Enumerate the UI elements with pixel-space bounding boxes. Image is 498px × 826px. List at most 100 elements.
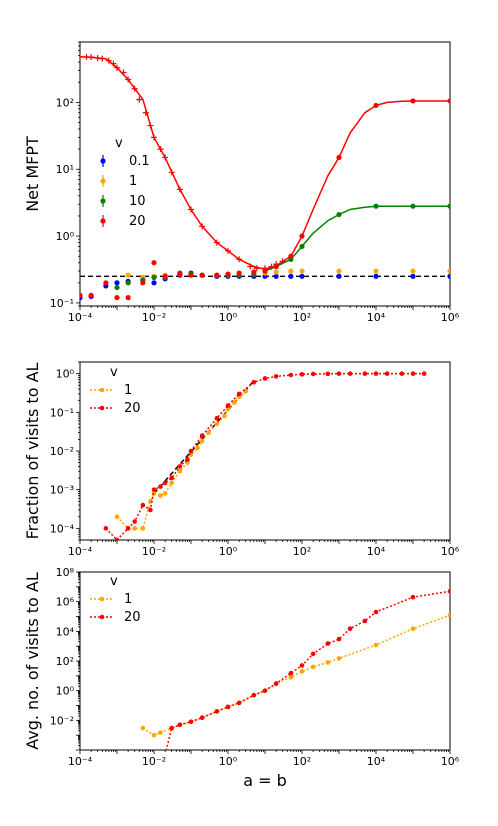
data-point xyxy=(162,480,168,486)
x-tick-label: 10⁻⁴ xyxy=(68,755,93,768)
plot-frame xyxy=(79,361,451,541)
x-tick-label: 10⁴ xyxy=(367,311,386,324)
data-point xyxy=(236,700,242,706)
data-point xyxy=(136,96,143,103)
data-point xyxy=(99,55,106,62)
data-point xyxy=(336,273,342,279)
x-tick-label: 10⁶ xyxy=(441,311,460,324)
data-point xyxy=(288,670,294,676)
data-point xyxy=(177,468,183,474)
y-axis-label: Net MFPT xyxy=(23,136,42,212)
x-tick-label: 10⁻² xyxy=(142,311,166,324)
data-point xyxy=(125,526,131,531)
data-point xyxy=(268,263,275,270)
fit-curve-1 xyxy=(264,205,450,272)
data-point xyxy=(247,263,254,270)
legend-title: v xyxy=(115,136,123,151)
data-point xyxy=(169,475,174,481)
data-point xyxy=(273,374,279,379)
data-point xyxy=(399,371,405,376)
series-1 xyxy=(140,613,450,738)
data-point xyxy=(125,280,131,286)
data-point xyxy=(103,280,109,286)
x-tick-label: 10² xyxy=(293,545,311,558)
data-point xyxy=(384,371,390,376)
data-point xyxy=(214,421,220,427)
data-point xyxy=(151,487,157,492)
y-tick-label: 10² xyxy=(56,96,74,109)
y-tick-label: 10² xyxy=(56,655,74,668)
data-point xyxy=(299,372,305,377)
y-tick-label: 10⁻³ xyxy=(50,484,74,497)
data-point xyxy=(185,457,190,462)
data-point xyxy=(347,626,353,632)
data-point xyxy=(103,526,109,531)
data-point xyxy=(336,371,342,376)
legend-title: v xyxy=(110,574,118,589)
data-point xyxy=(299,669,305,674)
data-point xyxy=(110,60,117,67)
data-point xyxy=(157,146,164,153)
legend-label: 10 xyxy=(129,194,146,209)
x-tick-label: 10⁻⁴ xyxy=(68,545,93,558)
data-point xyxy=(273,273,279,279)
x-tick-label: 10⁰ xyxy=(219,311,238,324)
data-point xyxy=(148,507,153,513)
legend-marker xyxy=(99,596,105,602)
data-point xyxy=(158,484,163,489)
data-point xyxy=(273,269,279,275)
data-point xyxy=(447,273,450,279)
x-tick-label: 10⁴ xyxy=(367,545,386,558)
data-point xyxy=(151,260,157,266)
y-tick-label: 10⁶ xyxy=(56,596,75,609)
data-point xyxy=(114,537,120,540)
data-point xyxy=(236,256,243,263)
data-point xyxy=(214,709,220,714)
y-tick-label: 10⁰ xyxy=(56,230,75,243)
data-point xyxy=(336,154,342,161)
x-axis-label: a = b xyxy=(243,771,287,790)
legend: v1 20 xyxy=(90,574,141,625)
data-point xyxy=(199,715,205,721)
y-tick-label: 10⁻² xyxy=(50,714,74,727)
data-point xyxy=(288,372,294,378)
x-tick-label: 10⁻⁴ xyxy=(68,311,93,324)
data-point xyxy=(162,273,168,279)
legend-label: 1 xyxy=(124,383,132,398)
panel-fraction-visits: 10⁻⁴ 10⁻² 10⁰ 10² 10⁴ 10⁶ 10⁻⁴ 10⁻³ 10⁻² 10⁻¹ 10⁰ F… xyxy=(23,361,460,558)
legend-label: 1 xyxy=(124,592,132,607)
data-point xyxy=(373,203,379,209)
data-point xyxy=(373,268,379,274)
data-point xyxy=(232,400,237,405)
data-point xyxy=(373,273,379,279)
data-point xyxy=(325,641,331,646)
data-point xyxy=(188,206,194,213)
data-point xyxy=(373,609,379,615)
data-point xyxy=(140,526,146,531)
data-point xyxy=(447,203,450,209)
x-tick-label: 10² xyxy=(293,755,311,768)
y-axis-label: Fraction of visits to AL xyxy=(23,362,42,539)
fit-curve-0 xyxy=(80,56,450,270)
data-point xyxy=(310,651,316,657)
data-point xyxy=(114,514,120,520)
data-point xyxy=(168,169,175,176)
y-axis-label: Avg. no. of visits to AL xyxy=(23,572,42,750)
data-point xyxy=(336,268,342,274)
data-point xyxy=(140,725,146,731)
data-point xyxy=(410,203,416,209)
data-point xyxy=(347,371,353,376)
plot-area xyxy=(103,371,427,540)
legend-label: 0.1 xyxy=(129,154,150,169)
series-1 xyxy=(125,268,450,281)
series-line xyxy=(142,614,450,737)
data-point xyxy=(410,626,416,632)
data-point xyxy=(236,391,242,397)
data-point xyxy=(288,273,294,279)
y-tick-label: 10⁻¹ xyxy=(50,406,74,419)
x-tick-label: 10⁻² xyxy=(142,545,166,558)
data-point xyxy=(288,674,294,680)
legend-title: v xyxy=(110,365,118,380)
plot-area xyxy=(140,588,450,750)
data-point xyxy=(251,269,257,275)
